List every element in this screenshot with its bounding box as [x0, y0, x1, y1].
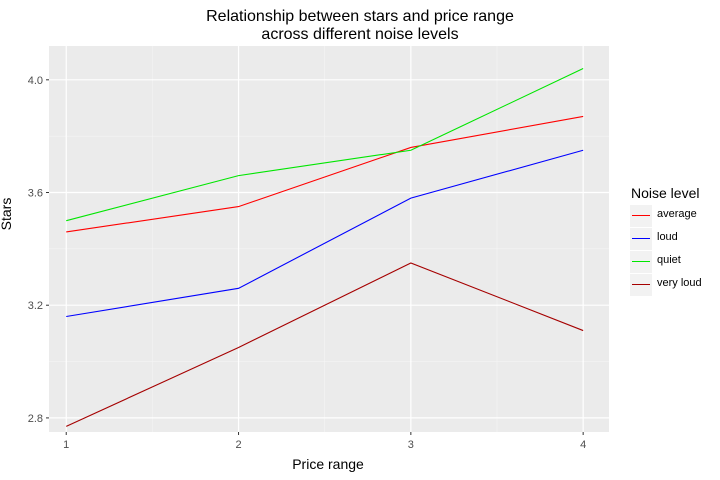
legend-item-very-loud: very loud — [630, 274, 720, 296]
legend-item-loud: loud — [630, 228, 720, 250]
x-tick-label: 1 — [63, 439, 69, 451]
chart-title-line-2: across different noise levels — [261, 26, 459, 43]
series-line-loud — [66, 149, 584, 318]
y-tick-label: 4.0 — [28, 75, 43, 87]
y-axis-ticks: 2.8 3.2 3.6 4.0 — [28, 75, 49, 425]
y-tick-label: 2.8 — [28, 413, 43, 425]
x-tick-label: 2 — [235, 439, 241, 451]
major-gridlines — [49, 46, 609, 432]
legend-item-average: average — [630, 205, 720, 227]
legend-key-average — [632, 215, 650, 216]
legend-label-loud: loud — [657, 231, 678, 243]
legend-label-very-loud: very loud — [657, 277, 702, 289]
x-axis-ticks: 1 2 3 4 — [63, 432, 586, 451]
legend-label-average: average — [657, 208, 697, 220]
x-axis-title: Price range — [292, 456, 364, 472]
plot-panel — [49, 46, 609, 432]
series-lines — [66, 68, 584, 427]
minor-gridlines — [49, 46, 609, 432]
y-tick-label: 3.2 — [28, 300, 43, 312]
legend-title: Noise level — [631, 185, 700, 201]
legend-key-quiet — [632, 261, 650, 262]
x-tick-label: 3 — [408, 439, 414, 451]
chart-title-line-1: Relationship between stars and price ran… — [206, 8, 514, 25]
legend-key-very-loud — [632, 284, 650, 285]
legend-key-loud — [632, 238, 650, 239]
series-line-very-loud — [66, 262, 584, 427]
x-tick-label: 4 — [580, 439, 586, 451]
series-line-average — [66, 115, 584, 233]
legend-item-quiet: quiet — [630, 251, 720, 273]
legend-label-quiet: quiet — [657, 254, 681, 266]
series-line-quiet — [66, 68, 584, 222]
y-tick-label: 3.6 — [28, 188, 43, 200]
y-axis-title: Stars — [0, 197, 14, 231]
